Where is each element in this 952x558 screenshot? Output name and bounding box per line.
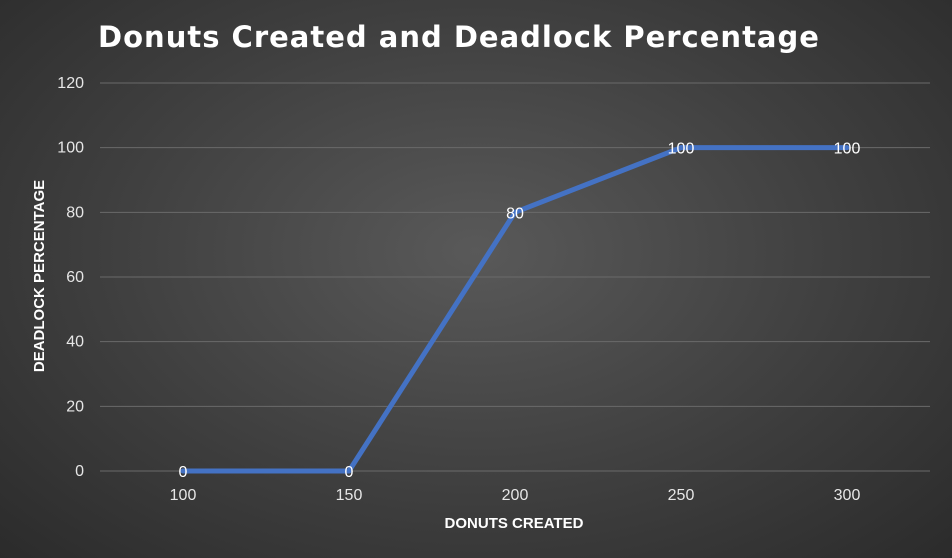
data-point [512, 209, 518, 215]
series-line [180, 145, 850, 474]
y-tick-label: 20 [66, 398, 84, 415]
y-axis-title: DEADLOCK PERCENTAGE [31, 180, 48, 372]
data-label: 80 [506, 205, 524, 222]
data-point [844, 145, 850, 151]
chart-title: Donuts Created and Deadlock Percentage [98, 20, 820, 54]
data-point [346, 468, 352, 474]
data-label: 0 [345, 464, 354, 481]
x-axis-title: DONUTS CREATED [445, 515, 584, 532]
data-labels: 0 0 80 100 100 [179, 141, 861, 481]
x-tick-label: 200 [502, 487, 529, 504]
x-tick-label: 250 [668, 487, 695, 504]
y-tick-label: 40 [66, 334, 84, 351]
y-tick-label: 80 [66, 204, 84, 221]
data-label: 100 [834, 141, 861, 158]
data-point [678, 145, 684, 151]
data-point [180, 468, 186, 474]
x-tick-label: 300 [834, 487, 861, 504]
data-label: 100 [668, 141, 695, 158]
series-deadlock-percentage [180, 145, 850, 474]
y-tick-label: 100 [57, 140, 84, 157]
y-axis-ticks: 0 20 40 60 80 100 120 [57, 75, 84, 480]
x-axis-ticks: 100 150 200 250 300 [170, 487, 861, 504]
y-tick-label: 120 [57, 75, 84, 92]
y-tick-label: 0 [75, 463, 84, 480]
x-tick-label: 100 [170, 487, 197, 504]
data-label: 0 [179, 464, 188, 481]
gridlines [100, 82, 930, 472]
y-tick-label: 60 [66, 269, 84, 286]
x-tick-label: 150 [336, 487, 363, 504]
